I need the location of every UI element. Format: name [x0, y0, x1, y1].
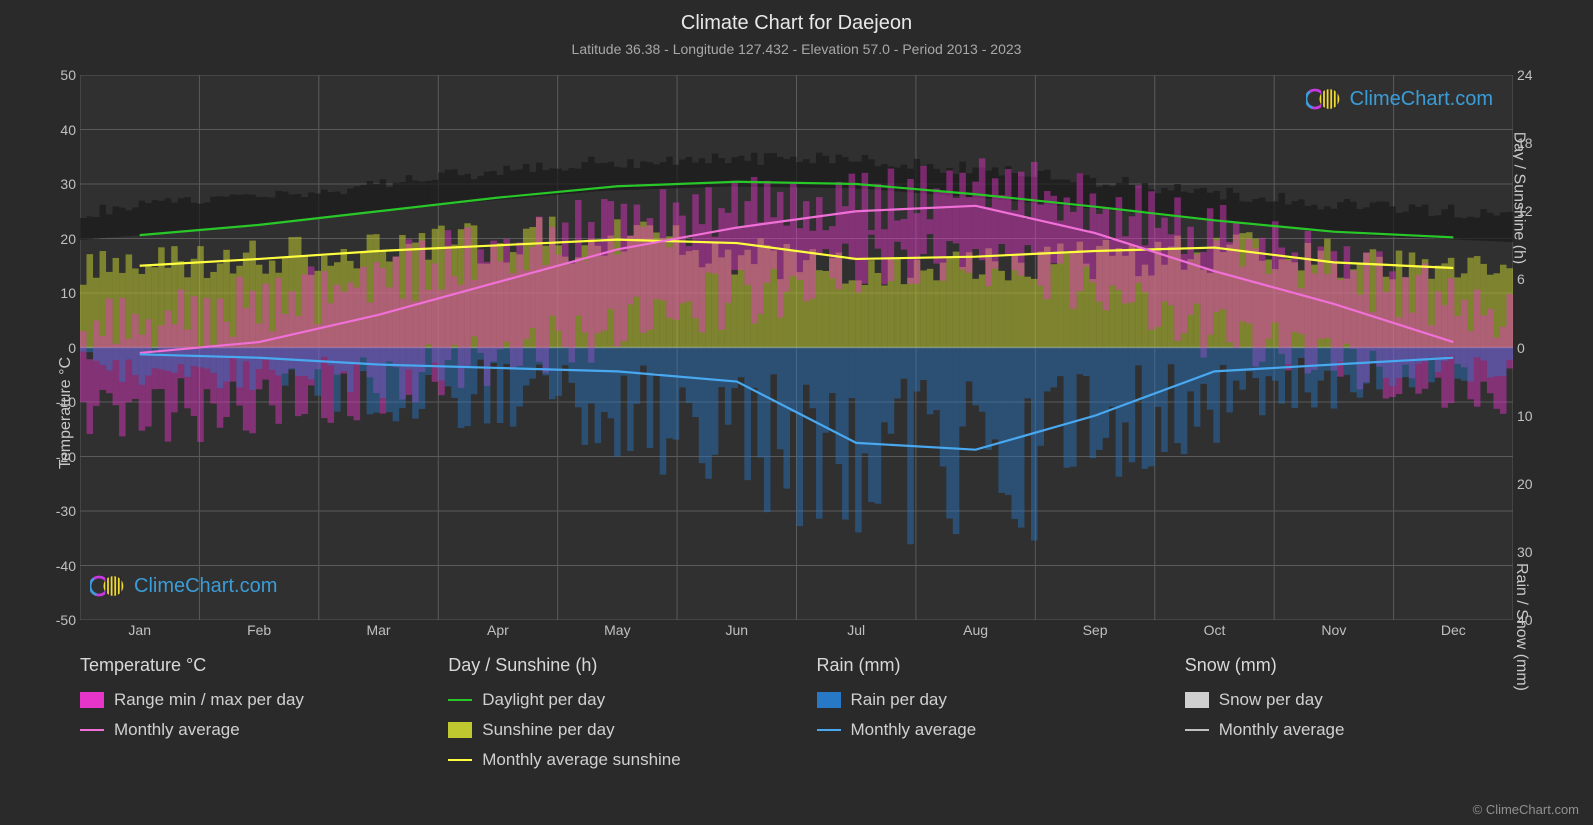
- chart-subtitle: Latitude 36.38 - Longitude 127.432 - Ele…: [0, 35, 1593, 57]
- y-tick-left: 30: [60, 176, 76, 192]
- legend-column: Snow (mm) Snow per day Monthly average: [1185, 655, 1513, 805]
- legend-line-icon: [448, 699, 472, 701]
- chart-title: Climate Chart for Daejeon: [0, 0, 1593, 35]
- legend-item: Monthly average sunshine: [448, 750, 776, 770]
- legend-label: Monthly average: [851, 720, 977, 740]
- legend-item: Range min / max per day: [80, 690, 408, 710]
- legend-column: Day / Sunshine (h) Daylight per day Sunshi…: [448, 655, 776, 805]
- climechart-logo-icon: [1306, 85, 1342, 113]
- legend-line-icon: [817, 729, 841, 731]
- x-tick: Jul: [847, 622, 865, 638]
- x-axis: Jan Feb Mar Apr May Jun Jul Aug Sep Oct Nov Dec: [80, 620, 1513, 645]
- y-tick-left: -50: [56, 612, 76, 628]
- legend-line-icon: [448, 759, 472, 761]
- legend-header: Snow (mm): [1185, 655, 1513, 676]
- legend-label: Snow per day: [1219, 690, 1323, 710]
- copyright: © ClimeChart.com: [1473, 802, 1579, 817]
- x-tick: May: [604, 622, 630, 638]
- x-tick: Mar: [366, 622, 390, 638]
- legend-header: Rain (mm): [817, 655, 1145, 676]
- legend-label: Sunshine per day: [482, 720, 614, 740]
- y-tick-right-top: 12: [1517, 203, 1533, 219]
- legend-item: Snow per day: [1185, 690, 1513, 710]
- y-tick-left: 50: [60, 67, 76, 83]
- x-tick: Jun: [725, 622, 748, 638]
- x-tick: Feb: [247, 622, 271, 638]
- climate-chart-container: Climate Chart for Daejeon Latitude 36.38…: [0, 0, 1593, 825]
- y-tick-left: 40: [60, 122, 76, 138]
- x-tick: Sep: [1083, 622, 1108, 638]
- x-tick: Dec: [1441, 622, 1466, 638]
- y-tick-right-top: 0: [1517, 340, 1525, 356]
- y-tick-left: -20: [56, 449, 76, 465]
- y-tick-left: 10: [60, 285, 76, 301]
- legend-label: Monthly average sunshine: [482, 750, 680, 770]
- y-tick-right-bottom: 40: [1517, 612, 1533, 628]
- y-tick-right-bottom: 30: [1517, 544, 1533, 560]
- y-tick-left: 0: [68, 340, 76, 356]
- y-tick-left: -10: [56, 394, 76, 410]
- y-tick-right-top: 24: [1517, 67, 1533, 83]
- x-tick: Nov: [1321, 622, 1346, 638]
- watermark-text: ClimeChart.com: [1350, 88, 1493, 111]
- legend-label: Rain per day: [851, 690, 947, 710]
- legend-line-icon: [1185, 729, 1209, 731]
- x-tick: Aug: [963, 622, 988, 638]
- x-tick: Apr: [487, 622, 509, 638]
- legend-header: Temperature °C: [80, 655, 408, 676]
- legend-label: Daylight per day: [482, 690, 605, 710]
- legend-swatch-icon: [80, 692, 104, 708]
- plot-area: [80, 75, 1513, 620]
- legend-swatch-icon: [1185, 692, 1209, 708]
- y-tick-right-bottom: 10: [1517, 408, 1533, 424]
- legend-column: Rain (mm) Rain per day Monthly average: [817, 655, 1145, 805]
- climechart-logo-icon: [90, 572, 126, 600]
- legend-item: Monthly average: [817, 720, 1145, 740]
- chart-svg: [80, 75, 1513, 620]
- legend-label: Monthly average: [1219, 720, 1345, 740]
- legend-swatch-icon: [448, 722, 472, 738]
- y-axis-right: 0612182410203040: [1513, 75, 1558, 620]
- x-tick: Jan: [128, 622, 151, 638]
- watermark-bottom: ClimeChart.com: [90, 572, 277, 600]
- y-tick-right-top: 18: [1517, 135, 1533, 151]
- legend-item: Rain per day: [817, 690, 1145, 710]
- legend-label: Range min / max per day: [114, 690, 304, 710]
- x-tick: Oct: [1204, 622, 1226, 638]
- watermark-text: ClimeChart.com: [134, 575, 277, 598]
- legend: Temperature °C Range min / max per day Mon…: [80, 655, 1513, 805]
- legend-item: Daylight per day: [448, 690, 776, 710]
- legend-column: Temperature °C Range min / max per day Mon…: [80, 655, 408, 805]
- legend-header: Day / Sunshine (h): [448, 655, 776, 676]
- y-tick-left: -40: [56, 558, 76, 574]
- y-tick-left: 20: [60, 231, 76, 247]
- legend-item: Monthly average: [80, 720, 408, 740]
- watermark-top: ClimeChart.com: [1306, 85, 1493, 113]
- legend-label: Monthly average: [114, 720, 240, 740]
- y-axis-left: -50-40-30-20-1001020304050: [35, 75, 80, 620]
- legend-item: Monthly average: [1185, 720, 1513, 740]
- legend-item: Sunshine per day: [448, 720, 776, 740]
- legend-line-icon: [80, 729, 104, 731]
- legend-swatch-icon: [817, 692, 841, 708]
- y-tick-left: -30: [56, 503, 76, 519]
- y-tick-right-top: 6: [1517, 271, 1525, 287]
- y-tick-right-bottom: 20: [1517, 476, 1533, 492]
